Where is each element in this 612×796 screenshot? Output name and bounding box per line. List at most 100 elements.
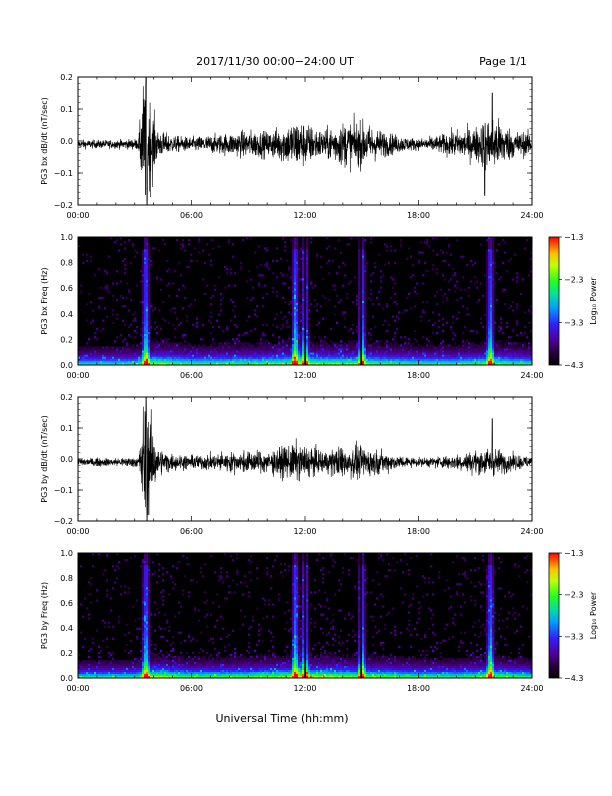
spectrogram-cell [300, 303, 302, 305]
spectrogram-cell [90, 355, 92, 357]
spectrogram-cell [408, 293, 410, 295]
spectrogram-cell [292, 301, 294, 303]
spectrogram-cell [248, 359, 250, 361]
spectrogram-cell [368, 355, 370, 357]
spectrogram-cell [296, 239, 298, 241]
spectrogram-cell [230, 361, 232, 363]
spectrogram-cell [130, 672, 132, 674]
spectrogram-cell [296, 249, 298, 251]
spectrogram-cell [358, 280, 360, 282]
spectrogram-cell [256, 315, 258, 317]
spectrogram-cell [148, 262, 150, 264]
spectrogram-cell [368, 359, 370, 361]
spectrogram-cell [144, 638, 146, 640]
spectrogram-cell [92, 565, 94, 567]
spectrogram-cell [230, 353, 232, 355]
spectrogram-cell [90, 260, 92, 262]
spectrogram-cell [84, 357, 86, 359]
spectrogram-cell [418, 262, 420, 264]
spectrogram-cell [270, 361, 272, 363]
spectrogram-cell [202, 338, 204, 340]
spectrogram-cell [152, 662, 154, 664]
spectrogram-cell [180, 357, 182, 359]
spectrogram-cell [490, 295, 492, 297]
spectrogram-cell [184, 348, 186, 350]
spectrogram-cell [100, 650, 102, 652]
spectrogram-cell [522, 359, 524, 361]
spectrogram-cell [400, 353, 402, 355]
spectrogram-cell [82, 660, 84, 662]
spectrogram-cell [146, 334, 148, 336]
spectrogram-cell [326, 355, 328, 357]
spectrogram-cell [98, 646, 100, 648]
spectrogram-cell [132, 355, 134, 357]
spectrogram-cell [358, 278, 360, 280]
spectrogram-cell [146, 595, 148, 597]
spectrogram-cell [282, 340, 284, 342]
spectrogram-cell [486, 291, 488, 293]
spectrogram-cell [466, 351, 468, 353]
spectrogram-cell [412, 353, 414, 355]
spectrogram-cell [208, 351, 210, 353]
spectrogram-cell [420, 359, 422, 361]
spectrogram-cell [144, 313, 146, 315]
spectrogram-cell [88, 338, 90, 340]
spectrogram-cell [252, 344, 254, 346]
spectrogram-cell [312, 287, 314, 289]
spectrogram-cell [132, 670, 134, 672]
spectrogram-cell [446, 353, 448, 355]
spectrogram-cell [358, 309, 360, 311]
spectrogram-cell [364, 353, 366, 355]
spectrogram-cell [294, 348, 296, 350]
spectrogram-cell [486, 324, 488, 326]
spectrogram-cell [488, 243, 490, 245]
spectrogram-cell [524, 332, 526, 334]
spectrogram-cell [94, 660, 96, 662]
spectrogram-cell [350, 328, 352, 330]
spectrogram-cell [458, 311, 460, 313]
y-tick-label: 0.2 [60, 335, 73, 344]
spectrogram-cell [86, 355, 88, 357]
spectrogram-cell [216, 320, 218, 322]
spectrogram-cell [122, 320, 124, 322]
spectrogram-cell [388, 262, 390, 264]
spectrogram-cell [274, 359, 276, 361]
spectrogram-cell [176, 342, 178, 344]
spectrogram-cell [456, 318, 458, 320]
spectrogram-cell [500, 326, 502, 328]
spectrogram-cell [516, 353, 518, 355]
spectrogram-cell [334, 355, 336, 357]
spectrogram-cell [124, 241, 126, 243]
spectrogram-cell [388, 348, 390, 350]
spectrogram-cell [426, 243, 428, 245]
spectrogram-cell [116, 336, 118, 338]
spectrogram-cell [246, 355, 248, 357]
spectrogram-cell [144, 642, 146, 644]
spectrogram-cell [236, 353, 238, 355]
spectrogram-cell [168, 322, 170, 324]
spectrogram-cell [128, 309, 130, 311]
spectrogram-cell [294, 338, 296, 340]
spectrogram-cell [516, 351, 518, 353]
spectrogram-cell [372, 361, 374, 363]
spectrogram-cell [148, 297, 150, 299]
spectrogram-cell [84, 351, 86, 353]
spectrogram-cell [302, 280, 304, 282]
spectrogram-cell [356, 344, 358, 346]
spectrogram-cell [150, 644, 152, 646]
spectrogram-cell [346, 297, 348, 299]
spectrogram-cell [82, 346, 84, 348]
spectrogram-cell [358, 287, 360, 289]
spectrogram-cell [172, 355, 174, 357]
spectrogram-cell [148, 258, 150, 260]
spectrogram-cell [386, 361, 388, 363]
spectrogram-cell [98, 674, 100, 676]
spectrogram-cell [408, 353, 410, 355]
spectrogram-cell [166, 344, 168, 346]
spectrogram-cell [258, 359, 260, 361]
spectrogram-cell [476, 301, 478, 303]
spectrogram-cell [344, 348, 346, 350]
spectrogram-cell [312, 361, 314, 363]
spectrogram-cell [264, 361, 266, 363]
spectrogram-cell [362, 338, 364, 340]
